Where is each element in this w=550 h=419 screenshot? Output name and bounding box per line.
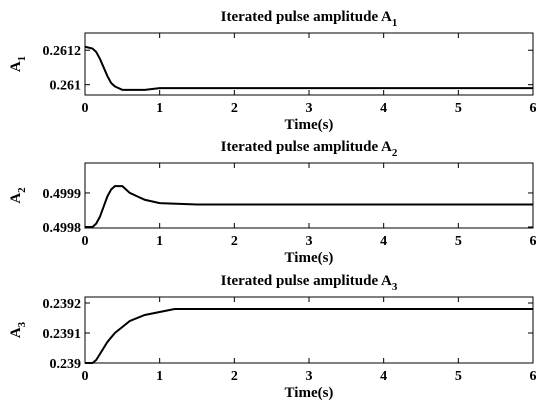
- ylabel-text: A: [8, 61, 24, 72]
- subplot-title: Iterated pulse amplitude A1: [221, 9, 398, 29]
- y-tick-label: 0.239: [50, 357, 82, 372]
- subplot: Iterated pulse amplitude A10 1 2 3 4 5 60.2610…: [8, 9, 537, 133]
- ylabel-subscript: 1: [16, 56, 28, 62]
- x-tick-label: 0: [82, 234, 89, 249]
- ylabel-text: A: [8, 193, 24, 204]
- y-axis-label: A3: [8, 321, 28, 338]
- x-tick-label: 6: [530, 369, 537, 384]
- title-text: Iterated pulse amplitude A: [221, 273, 392, 289]
- plot-frame: [84, 296, 534, 364]
- x-tick-label: 1: [156, 234, 163, 249]
- x-tick-label: 4: [380, 101, 387, 116]
- y-tick-label: 0.2612: [43, 44, 82, 59]
- subplot-title: Iterated pulse amplitude A3: [221, 273, 398, 293]
- line-series: [85, 185, 533, 228]
- title-subscript: 3: [392, 281, 398, 293]
- x-tick-label: 3: [306, 101, 313, 116]
- subplot-title: Iterated pulse amplitude A2: [221, 139, 398, 159]
- line-series: [85, 308, 533, 364]
- x-tick-label: 1: [156, 101, 163, 116]
- subplot: Iterated pulse amplitude A30 1 2 3 4 5 60.2390…: [8, 273, 537, 401]
- x-tick-label: 4: [380, 369, 387, 384]
- y-axis-label: A1: [8, 56, 28, 72]
- x-axis-label: Time(s): [285, 250, 334, 266]
- y-tick-label: 0.261: [50, 79, 82, 94]
- title-subscript: 1: [392, 17, 398, 29]
- title-text: Iterated pulse amplitude A: [221, 9, 392, 25]
- x-tick-label: 6: [530, 101, 537, 116]
- x-tick-label: 1: [156, 369, 163, 384]
- ylabel-subscript: 2: [16, 187, 28, 193]
- ylabel-text: A: [8, 327, 24, 338]
- line-series: [84, 45, 533, 91]
- x-tick-label: 6: [530, 234, 537, 249]
- y-tick-label: 0.2391: [43, 327, 82, 342]
- x-axis-label: Time(s): [285, 117, 334, 133]
- x-tick-label: 3: [306, 369, 313, 384]
- y-axis-label: A2: [8, 187, 28, 204]
- x-tick-label: 2: [231, 234, 238, 249]
- y-tick-label: 0.2392: [43, 297, 82, 312]
- x-tick-label: 2: [231, 101, 238, 116]
- y-tick-label: 0.4999: [43, 187, 82, 202]
- title-subscript: 2: [392, 147, 398, 159]
- x-tick-label: 5: [455, 234, 462, 249]
- x-tick-label: 0: [82, 369, 89, 384]
- x-tick-label: 5: [455, 369, 462, 384]
- x-tick-label: 2: [231, 369, 238, 384]
- plot-frame: [84, 162, 534, 229]
- x-axis-label: Time(s): [285, 385, 334, 401]
- plot-frame: [84, 32, 534, 96]
- ylabel-subscript: 3: [16, 321, 28, 327]
- subplot: Iterated pulse amplitude A20 1 2 3 4 5 60.4998…: [8, 139, 537, 266]
- x-tick-label: 4: [380, 234, 387, 249]
- x-tick-label: 3: [306, 234, 313, 249]
- title-text: Iterated pulse amplitude A: [221, 139, 392, 155]
- x-tick-label: 5: [455, 101, 462, 116]
- x-tick-label: 0: [82, 101, 89, 116]
- y-tick-label: 0.4998: [43, 221, 82, 236]
